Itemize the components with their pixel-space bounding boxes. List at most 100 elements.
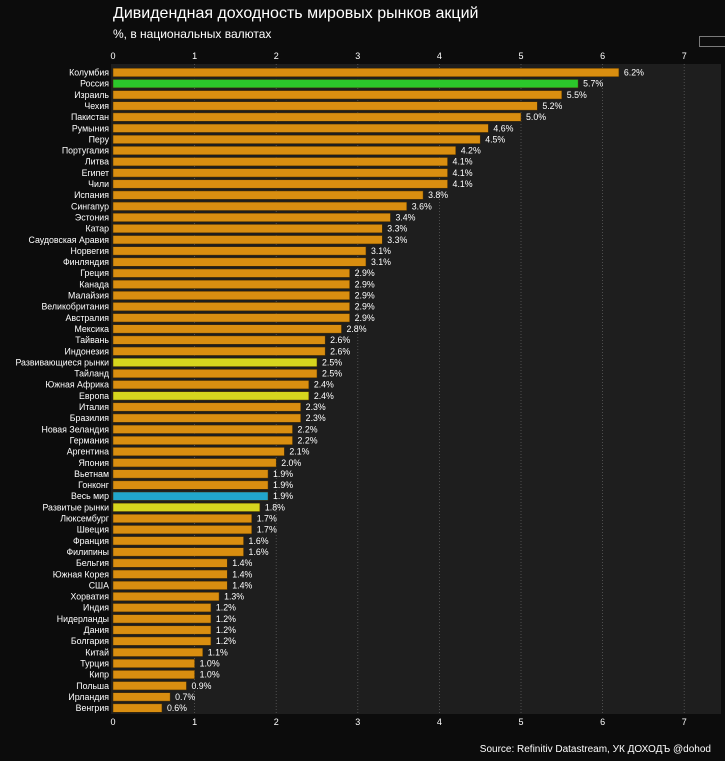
category-label: Литва [85,157,109,167]
category-label: Китай [85,647,109,657]
x-tick-label-bottom: 1 [192,717,197,727]
bar [112,246,367,256]
category-label: Гонконг [78,480,109,490]
bar [112,257,367,267]
bar [112,659,195,668]
data-label: 5.2% [542,101,562,111]
category-label: Южная Корея [53,569,110,579]
data-label: 2.6% [330,346,350,356]
data-label: 2.9% [355,291,375,301]
data-label: 3.1% [371,257,391,267]
bar [112,647,204,657]
x-tick-label-bottom: 4 [437,717,442,727]
category-label: Греция [80,268,109,278]
bar [112,502,261,512]
category-label: Португалия [62,146,109,156]
category-label: Южная Африка [45,380,109,390]
category-label: Новая Зеландия [41,424,109,434]
bar [112,436,293,445]
category-label: Россия [80,79,109,89]
data-label: 2.3% [306,413,326,423]
bar [112,235,383,245]
bar [112,112,522,122]
x-tick-label-bottom: 2 [274,717,279,727]
data-label: 1.2% [216,625,236,635]
x-tick-label-top: 2 [274,51,279,61]
category-label: Хорватия [70,592,109,602]
bar [112,692,171,702]
data-label: 1.9% [273,480,293,490]
bar [112,592,220,601]
data-label: 2.6% [330,335,350,345]
category-label: Норвегия [71,246,110,256]
data-label: 2.9% [355,268,375,278]
data-label: 1.7% [257,525,277,535]
bar [112,168,448,178]
category-label: Венгрия [76,703,110,713]
category-label: Бельгия [76,558,109,568]
bar [112,469,269,479]
category-label: Австралия [66,313,110,323]
bar [112,291,350,300]
x-tick-label-top: 1 [192,51,197,61]
bar [112,558,228,568]
bar [112,90,563,100]
category-label: Сингапур [71,201,109,211]
bar [112,447,285,457]
category-label: Египет [82,168,109,178]
data-label: 1.0% [200,658,220,668]
bar [112,636,212,646]
chart-subtitle: %, в национальных валютах [113,27,272,41]
category-label: Филипины [66,547,109,557]
bar [112,369,318,379]
category-label: Чили [88,179,109,189]
x-tick-label-bottom: 7 [682,717,687,727]
bar [112,514,252,523]
data-label: 4.1% [453,179,473,189]
bar [112,625,212,635]
bar [112,134,481,144]
bar [112,324,342,334]
data-label: 5.0% [526,112,546,122]
data-label: 1.0% [200,670,220,680]
bar [112,480,269,490]
bar [112,346,326,356]
data-label: 0.7% [175,692,195,702]
bar [112,569,228,579]
category-label: Канада [79,279,109,289]
bar [112,391,310,401]
category-label: Великобритания [41,302,109,312]
data-label: 3.6% [412,201,432,211]
bar [112,402,301,412]
bar [112,101,538,111]
data-label: 2.5% [322,357,342,367]
bar [112,224,383,234]
data-label: 5.7% [583,79,603,89]
bar [112,614,212,624]
bar [112,525,252,535]
category-label: Турция [80,658,109,668]
data-label: 2.9% [355,279,375,289]
x-tick-label-top: 7 [682,51,687,61]
category-label: Тайвань [75,335,109,345]
x-tick-label-bottom: 3 [355,717,360,727]
category-label: Малайзия [68,291,109,301]
category-label: Израиль [74,90,109,100]
data-label: 4.2% [461,146,481,156]
data-label: 2.8% [346,324,366,334]
data-label: 1.9% [273,491,293,501]
category-label: Вьетнам [74,469,109,479]
category-label: Япония [78,458,109,468]
bar [112,536,244,546]
bar [112,357,318,367]
data-label: 2.3% [306,402,326,412]
chart-menu-button[interactable] [699,36,725,47]
bar-chart: 0 0 1 1 2 2 3 3 4 4 5 5 6 6 7 7 Колумбия 6.2% Россия 5.7% Из… [15,51,721,727]
x-tick-label-bottom: 5 [518,717,523,727]
x-tick-label-bottom: 6 [600,717,605,727]
category-label: Развивающиеся рынки [15,357,109,367]
data-label: 0.6% [167,703,187,713]
category-label: Тайланд [74,369,109,379]
bar [112,603,212,613]
data-label: 3.3% [387,235,407,245]
